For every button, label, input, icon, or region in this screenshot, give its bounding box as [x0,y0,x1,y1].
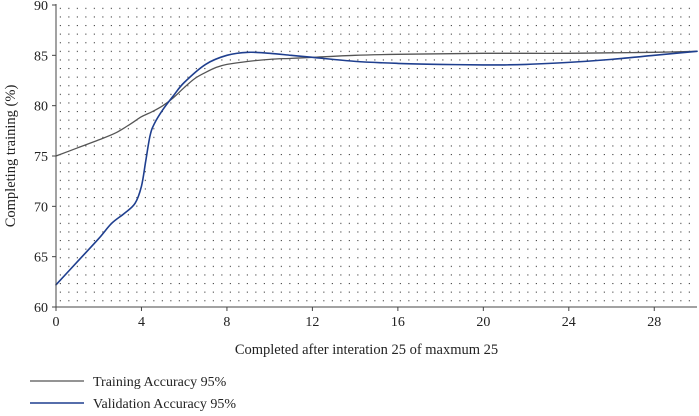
x-tick-label: 20 [476,315,490,330]
legend-label-training: Training Accuracy 95% [93,375,227,390]
x-tick-label: 24 [562,315,576,330]
ticks: 0 4 8 12 16 20 24 28 60 65 70 75 80 85 90 [34,0,661,330]
x-tick-label: 16 [391,315,405,330]
x-tick-label: 12 [305,315,319,330]
x-tick-label: 28 [647,315,661,330]
series-line-validation [55,50,698,286]
y-tick-label: 85 [34,49,48,64]
legend: Training Accuracy 95% Validation Accuracy… [30,375,236,412]
grid [56,5,697,307]
y-tick-label: 65 [34,251,48,266]
x-axis-label: Completed after interation 25 of maxmum … [235,342,498,358]
x-tick-label: 0 [53,315,60,330]
series-line-training [55,50,698,157]
legend-label-validation: Validation Accuracy 95% [93,397,236,411]
y-tick-label: 90 [34,0,48,14]
dot-grid-fill [56,5,697,307]
y-tick-label: 80 [34,100,48,115]
y-tick-label: 70 [34,200,48,215]
x-tick-label: 8 [223,315,230,330]
y-tick-label: 75 [34,150,48,165]
series-layer [55,50,698,286]
x-tick-label: 4 [138,315,145,330]
y-tick-label: 60 [34,301,48,316]
y-axis-label: Completing training (%) [3,85,19,228]
